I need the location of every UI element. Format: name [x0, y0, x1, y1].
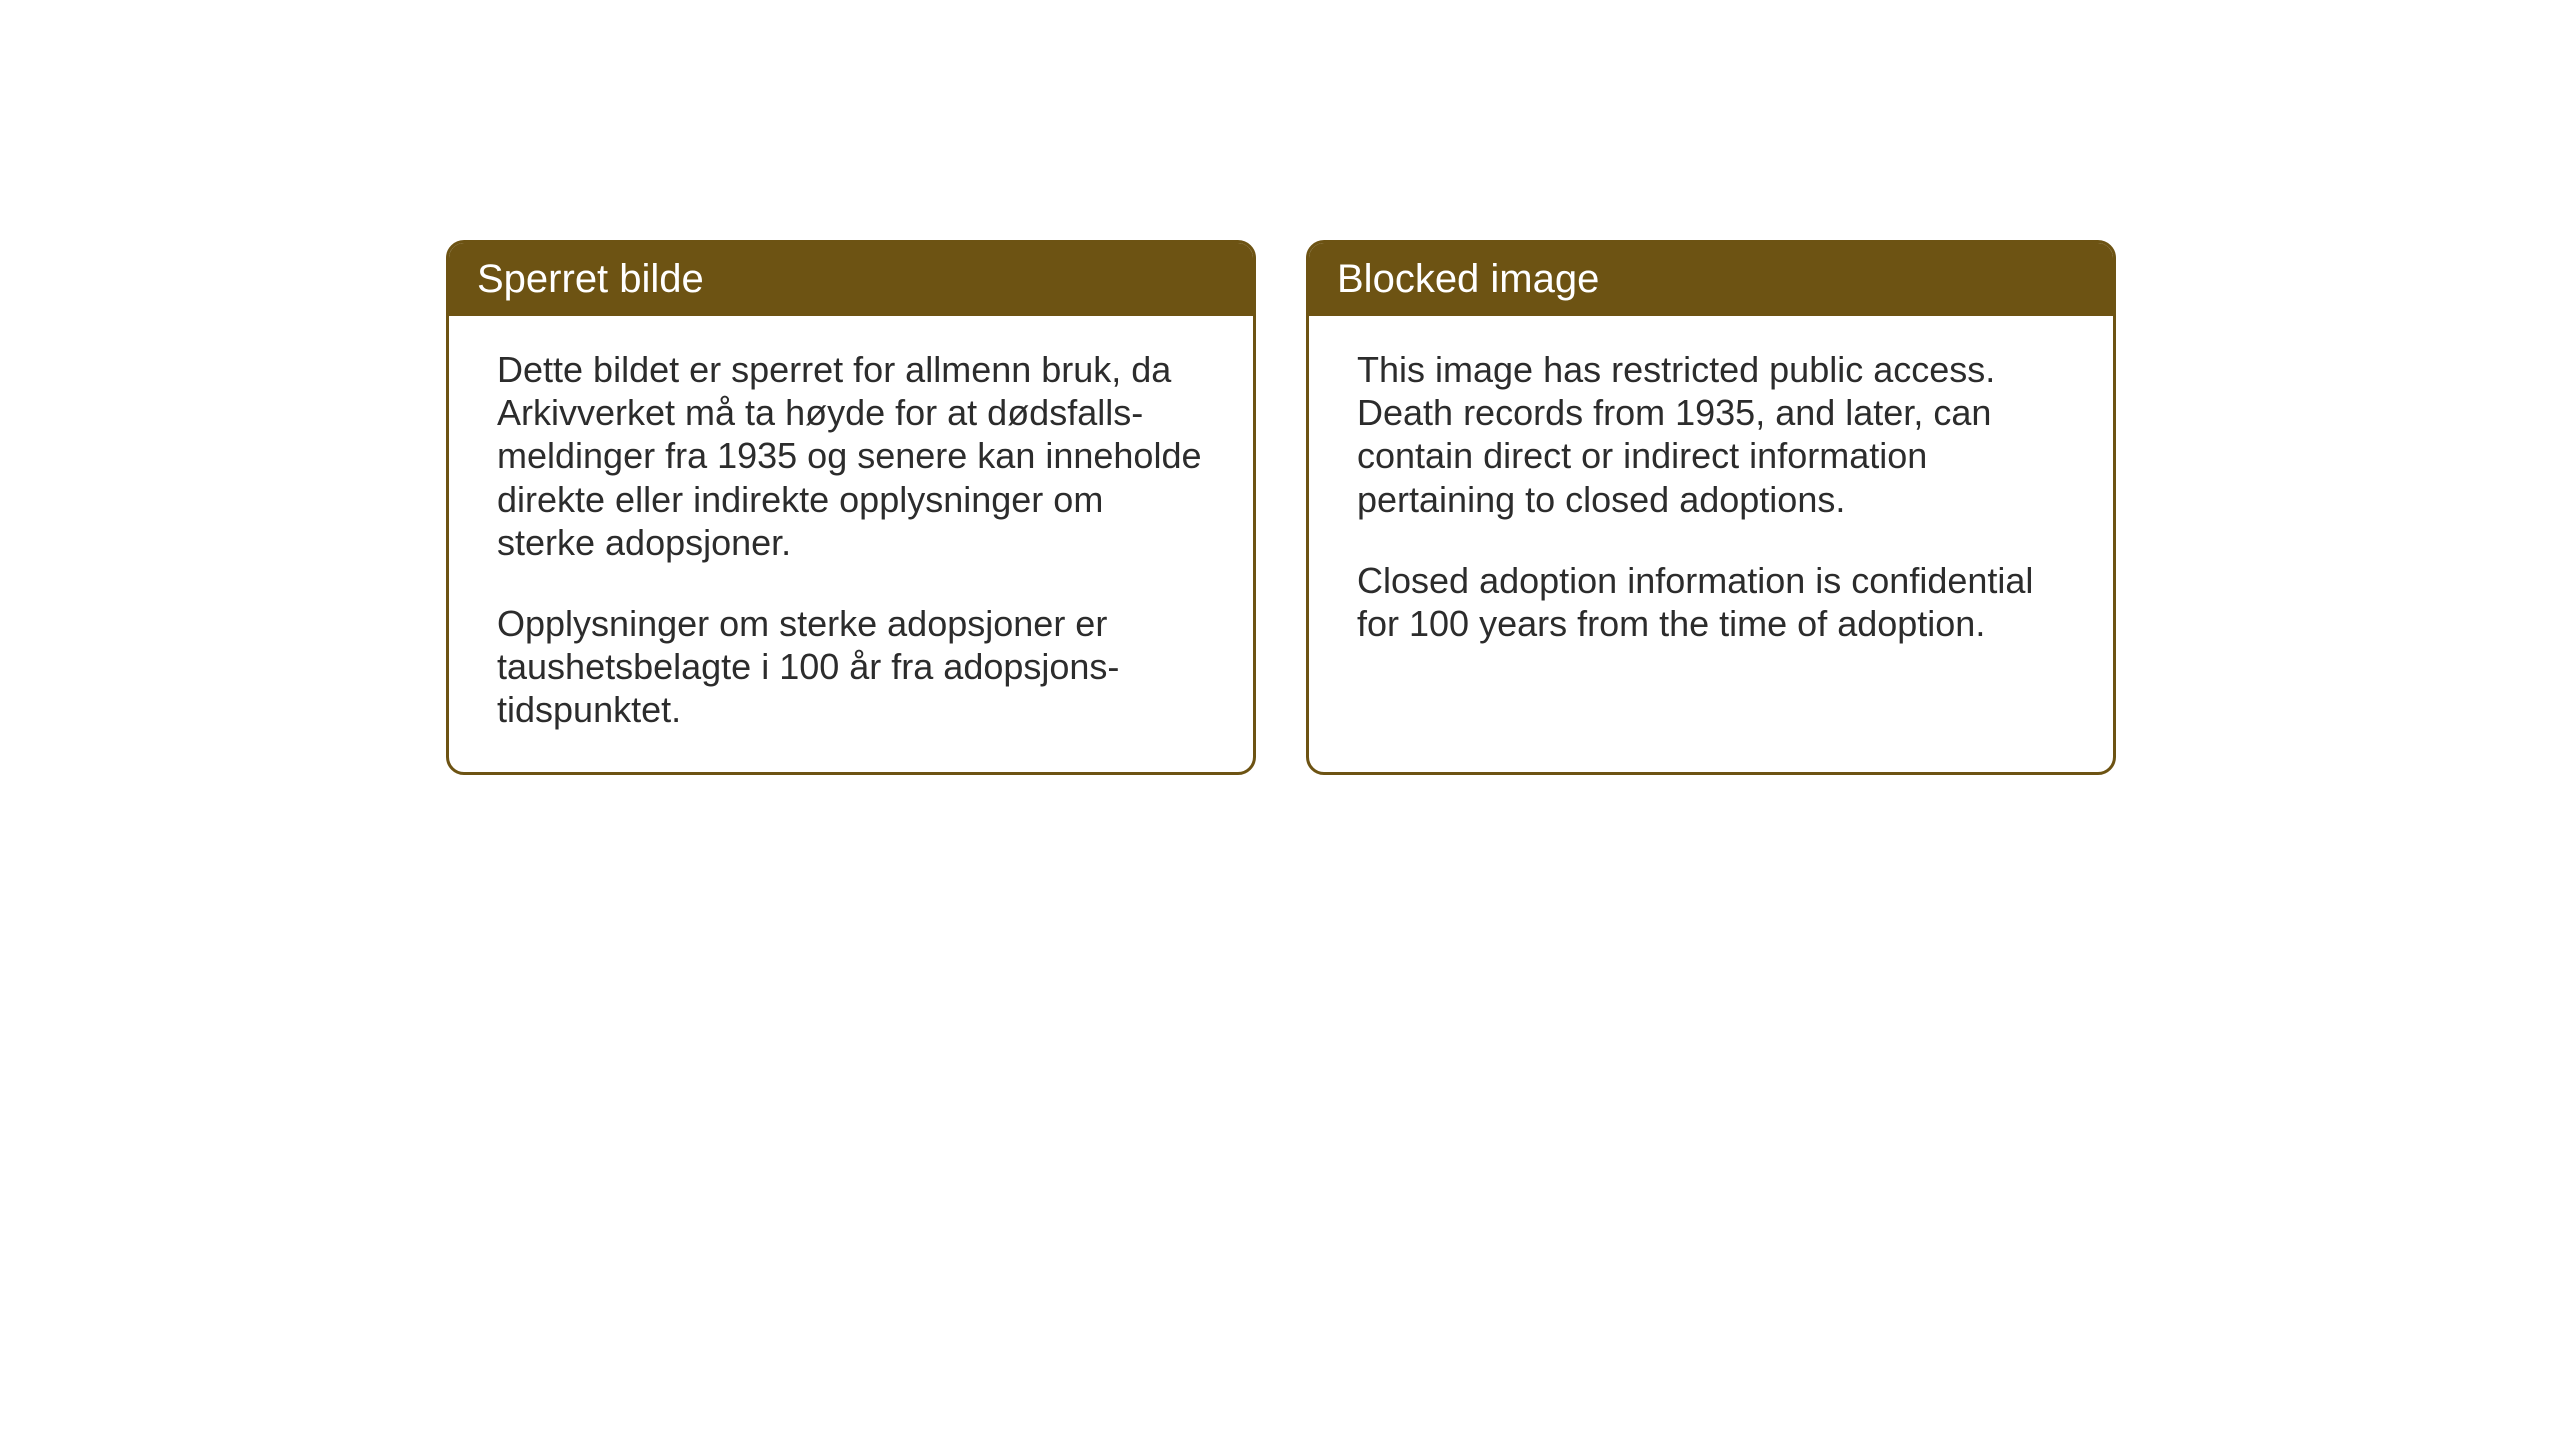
card-paragraph: Dette bildet er sperret for allmenn bruk…: [497, 348, 1205, 564]
card-paragraph: Closed adoption information is confident…: [1357, 559, 2065, 645]
card-title-norwegian: Sperret bilde: [477, 257, 704, 301]
card-paragraph: This image has restricted public access.…: [1357, 348, 2065, 521]
card-paragraph: Opplysninger om sterke adopsjoner er tau…: [497, 602, 1205, 732]
card-header-norwegian: Sperret bilde: [449, 243, 1253, 316]
notice-card-english: Blocked image This image has restricted …: [1306, 240, 2116, 775]
notice-card-norwegian: Sperret bilde Dette bildet er sperret fo…: [446, 240, 1256, 775]
card-header-english: Blocked image: [1309, 243, 2113, 316]
notice-container: Sperret bilde Dette bildet er sperret fo…: [446, 240, 2116, 775]
card-title-english: Blocked image: [1337, 257, 1599, 301]
card-body-english: This image has restricted public access.…: [1309, 316, 2113, 716]
card-body-norwegian: Dette bildet er sperret for allmenn bruk…: [449, 316, 1253, 772]
